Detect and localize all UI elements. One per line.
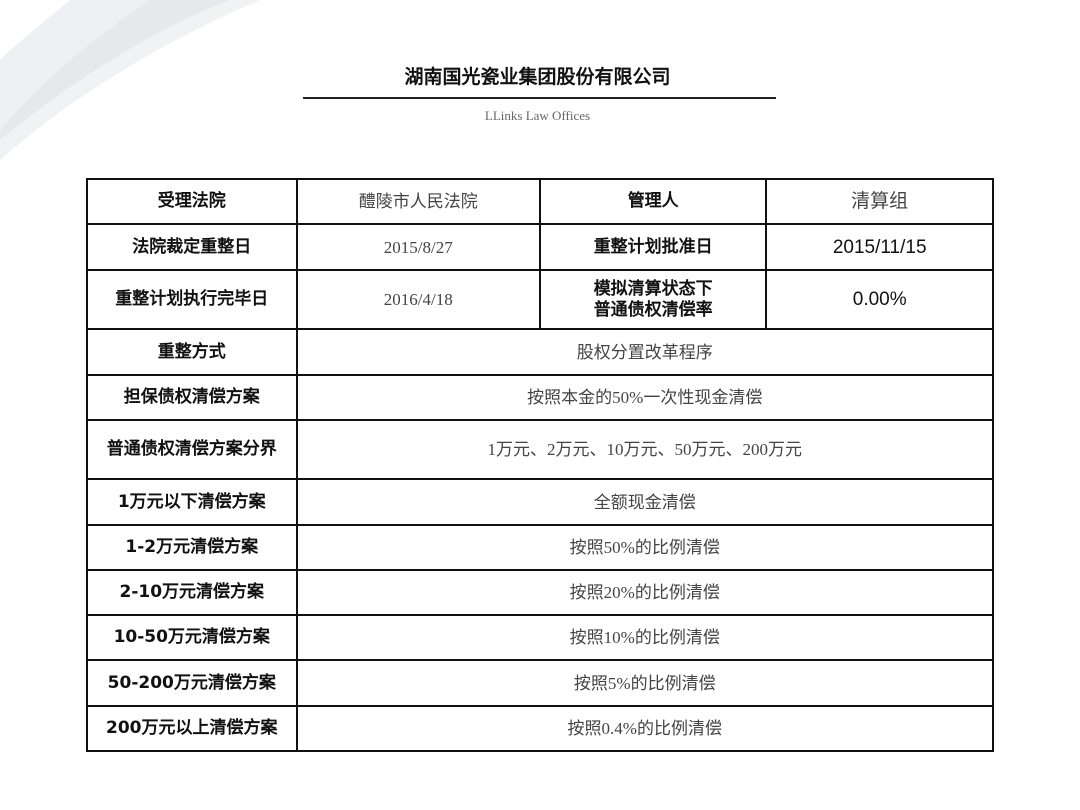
court-value: 醴陵市人民法院 — [295, 178, 542, 225]
row-label: 1-2万元清偿方案 — [86, 524, 298, 571]
row-value: 按照10%的比例清偿 — [295, 614, 995, 661]
administrator-label: 管理人 — [538, 178, 768, 225]
liquidation-rate-label: 模拟清算状态下 普通债权清偿率 — [538, 269, 768, 330]
firm-name: LLinks Law Offices — [484, 108, 591, 123]
liquidation-rate-value: 0.00% — [765, 269, 994, 330]
liquidation-rate-label-line2: 普通债权清偿率 — [593, 299, 713, 320]
row-label: 普通债权清偿方案分界 — [86, 419, 298, 480]
page-title: 湖南国光瓷业集团股份有限公司 — [404, 66, 671, 88]
background-swoosh-decoration — [0, 0, 260, 160]
row-label: 200万元以上清偿方案 — [86, 705, 298, 752]
row-value: 按照本金的50%一次性现金清偿 — [295, 374, 995, 421]
title-divider — [303, 97, 776, 99]
row-label: 2-10万元清偿方案 — [86, 569, 298, 616]
row-label: 50-200万元清偿方案 — [86, 659, 298, 707]
ruling-date-label: 法院裁定重整日 — [86, 223, 298, 271]
approval-date-label: 重整计划批准日 — [538, 223, 768, 271]
row-value: 按照5%的比例清偿 — [295, 659, 995, 707]
approval-date-value: 2015/11/15 — [765, 223, 994, 271]
row-label: 重整方式 — [86, 328, 298, 376]
row-value: 按照0.4%的比例清偿 — [295, 705, 995, 752]
court-label: 受理法院 — [86, 178, 298, 225]
completion-date-label: 重整计划执行完毕日 — [86, 269, 298, 330]
restructuring-summary-table: 受理法院 醴陵市人民法院 管理人 清算组 法院裁定重整日 2015/8/27 重… — [86, 178, 995, 752]
row-label: 担保债权清偿方案 — [86, 374, 298, 421]
completion-date-value: 2016/4/18 — [295, 269, 542, 330]
row-label: 1万元以下清偿方案 — [86, 478, 298, 526]
row-value: 股权分置改革程序 — [295, 328, 995, 376]
row-value: 按照20%的比例清偿 — [295, 569, 995, 616]
row-value: 按照50%的比例清偿 — [295, 524, 995, 571]
liquidation-rate-label-line1: 模拟清算状态下 — [593, 278, 713, 299]
row-value: 1万元、2万元、10万元、50万元、200万元 — [295, 419, 995, 480]
row-value: 全额现金清偿 — [295, 478, 995, 526]
administrator-value: 清算组 — [765, 178, 994, 225]
row-label: 10-50万元清偿方案 — [86, 614, 298, 661]
ruling-date-value: 2015/8/27 — [295, 223, 542, 271]
